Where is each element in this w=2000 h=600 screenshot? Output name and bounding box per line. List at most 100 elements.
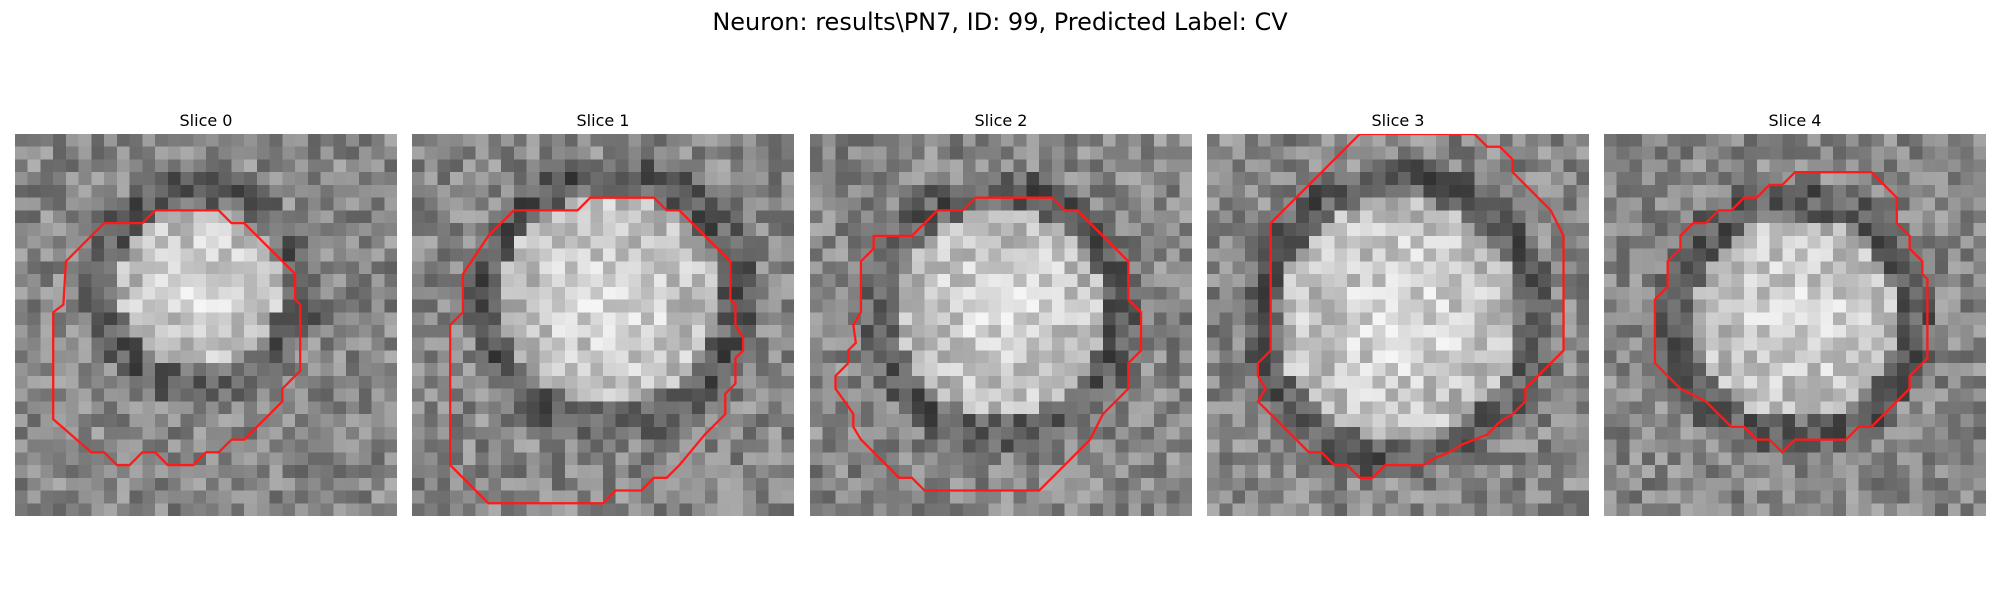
image-pixel: [1270, 286, 1284, 300]
image-pixel: [142, 337, 156, 351]
image-pixel: [15, 477, 28, 491]
image-pixel: [603, 172, 616, 186]
image-pixel: [40, 134, 54, 147]
image-pixel: [1563, 465, 1577, 479]
image-pixel: [641, 197, 655, 211]
image-pixel: [679, 325, 693, 338]
image-pixel: [590, 388, 604, 402]
image-pixel: [1833, 414, 1847, 428]
image-pixel: [180, 261, 194, 275]
image-pixel: [822, 312, 836, 326]
image-pixel: [180, 388, 194, 402]
image-pixel: [295, 490, 309, 504]
image-pixel: [975, 274, 989, 288]
image-pixel: [1308, 363, 1322, 377]
image-pixel: [975, 261, 989, 275]
image-pixel: [1436, 388, 1450, 402]
image-pixel: [539, 210, 553, 224]
image-pixel: [810, 414, 823, 428]
image-pixel: [860, 197, 874, 211]
image-pixel: [899, 134, 913, 147]
image-pixel: [78, 210, 92, 224]
image-pixel: [167, 134, 181, 147]
image-pixel: [1642, 414, 1656, 428]
image-pixel: [142, 388, 156, 402]
image-pixel: [564, 286, 578, 300]
image-pixel: [641, 363, 655, 377]
image-pixel: [1550, 426, 1564, 440]
image-pixel: [603, 337, 616, 351]
image-pixel: [730, 286, 744, 300]
image-pixel: [1922, 299, 1936, 313]
image-pixel: [1090, 248, 1104, 262]
image-pixel: [333, 248, 347, 262]
image-pixel: [78, 134, 92, 147]
image-pixel: [358, 477, 372, 491]
image-pixel: [1820, 426, 1834, 440]
image-pixel: [1769, 261, 1783, 275]
image-pixel: [1436, 325, 1450, 338]
image-pixel: [1219, 299, 1233, 313]
image-pixel: [1141, 337, 1155, 351]
image-pixel: [899, 350, 913, 364]
image-pixel: [15, 465, 28, 479]
image-pixel: [1461, 325, 1475, 338]
image-pixel: [679, 223, 693, 237]
image-pixel: [129, 261, 143, 275]
image-pixel: [142, 274, 156, 288]
image-pixel: [603, 426, 616, 440]
image-pixel: [679, 146, 693, 160]
image-pixel: [781, 439, 794, 453]
image-pixel: [206, 248, 219, 262]
image-pixel: [1947, 210, 1961, 224]
image-pixel: [1487, 452, 1501, 466]
image-pixel: [231, 312, 245, 326]
image-pixel: [1499, 414, 1513, 428]
image-pixel: [346, 235, 360, 249]
image-pixel: [768, 503, 782, 516]
image-pixel: [1102, 286, 1116, 300]
image-pixel: [78, 490, 92, 504]
image-pixel: [848, 261, 862, 275]
image-pixel: [628, 248, 642, 262]
image-pixel: [1744, 146, 1758, 160]
image-pixel: [692, 503, 706, 516]
image-pixel: [1973, 146, 1986, 160]
image-pixel: [1550, 439, 1564, 453]
image-pixel: [1922, 159, 1936, 173]
image-pixel: [641, 223, 655, 237]
image-pixel: [1512, 363, 1526, 377]
image-pixel: [937, 274, 951, 288]
image-pixel: [104, 312, 118, 326]
image-pixel: [1718, 401, 1732, 415]
image-pixel: [1629, 146, 1643, 160]
image-pixel: [1207, 401, 1220, 415]
image-pixel: [142, 414, 156, 428]
image-pixel: [1807, 197, 1821, 211]
image-pixel: [1001, 184, 1014, 198]
image-pixel: [1359, 452, 1373, 466]
image-pixel: [256, 401, 270, 415]
image-pixel: [155, 223, 169, 237]
image-pixel: [810, 299, 823, 313]
image-pixel: [1334, 286, 1348, 300]
image-pixel: [155, 210, 169, 224]
image-pixel: [704, 452, 718, 466]
image-pixel: [1270, 477, 1284, 491]
image-pixel: [860, 210, 874, 224]
image-pixel: [1334, 350, 1348, 364]
image-pixel: [1296, 159, 1310, 173]
image-pixel: [1102, 503, 1116, 516]
image-pixel: [552, 299, 566, 313]
image-pixel: [615, 286, 629, 300]
image-pixel: [1642, 401, 1656, 415]
image-pixel: [1782, 261, 1796, 275]
image-pixel: [1128, 439, 1142, 453]
image-pixel: [1654, 248, 1668, 262]
image-pixel: [1667, 465, 1681, 479]
image-pixel: [717, 363, 731, 377]
image-pixel: [679, 159, 693, 173]
image-pixel: [781, 261, 794, 275]
image-pixel: [193, 248, 207, 262]
image-pixel: [488, 159, 502, 173]
